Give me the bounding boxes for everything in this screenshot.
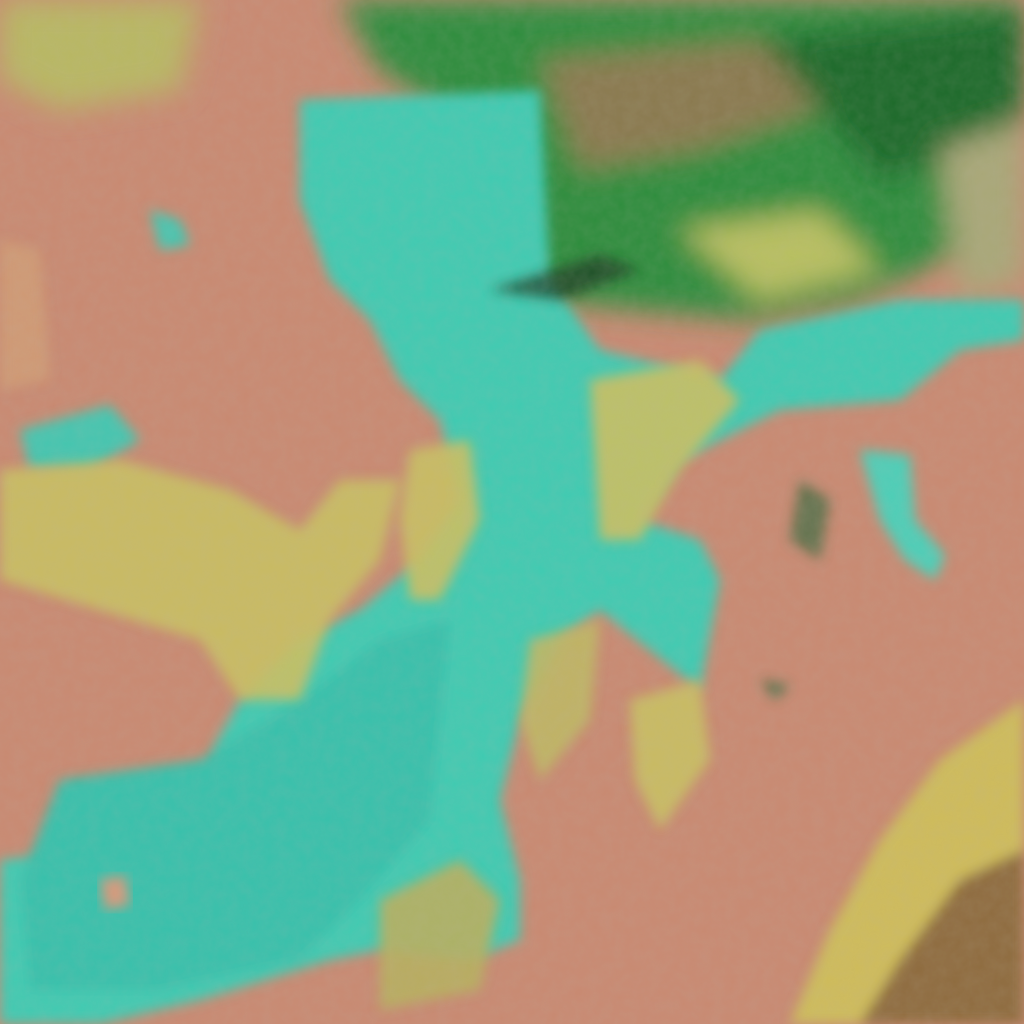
satellite-image	[0, 0, 1024, 1024]
texture-overlay	[0, 0, 1024, 1024]
satellite-scene	[0, 0, 1024, 1024]
